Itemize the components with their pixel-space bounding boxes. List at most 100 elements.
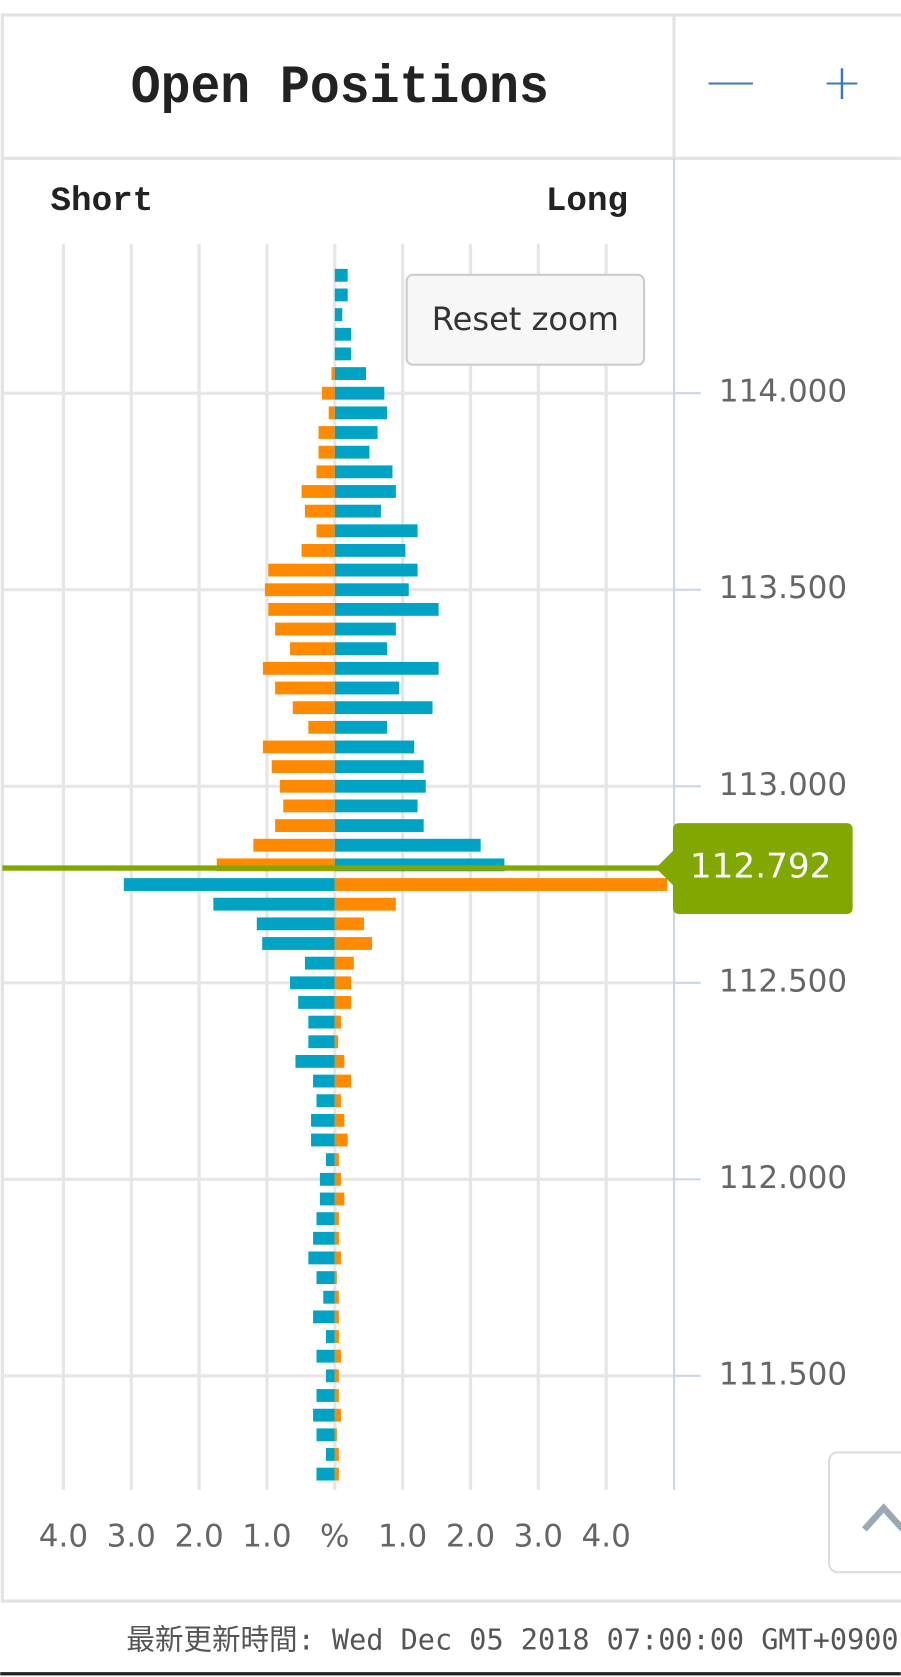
bar xyxy=(334,937,373,950)
bar xyxy=(313,1074,335,1088)
bar xyxy=(334,897,396,911)
bar xyxy=(334,563,418,577)
bar xyxy=(334,602,439,616)
bar xyxy=(316,524,335,538)
bar xyxy=(334,406,388,420)
bar xyxy=(334,799,418,813)
bar xyxy=(334,426,378,439)
bar xyxy=(334,1389,339,1402)
bar xyxy=(292,701,335,715)
bar xyxy=(334,779,426,793)
bar xyxy=(334,544,406,557)
bar xyxy=(334,1192,345,1206)
bar xyxy=(304,504,335,518)
bar xyxy=(311,1133,335,1147)
current-price-tag xyxy=(655,823,853,915)
bar xyxy=(334,661,439,675)
bar xyxy=(298,996,335,1009)
bar xyxy=(334,838,481,852)
bar xyxy=(334,1448,339,1461)
bar xyxy=(325,1369,335,1383)
x-tick-label: 4.0 xyxy=(39,1518,88,1554)
bar xyxy=(256,917,335,931)
bar xyxy=(334,917,364,931)
bar xyxy=(334,1330,339,1343)
bar xyxy=(334,740,415,754)
bar xyxy=(334,956,354,970)
bar xyxy=(334,1074,352,1088)
bar xyxy=(308,1251,335,1265)
bar xyxy=(334,976,352,990)
bar xyxy=(334,1251,341,1265)
scroll-top-box[interactable] xyxy=(828,1451,901,1574)
bar xyxy=(321,386,335,400)
bar xyxy=(334,878,668,891)
reset-zoom-text[interactable]: Reset zoom xyxy=(432,300,619,338)
bar xyxy=(334,583,409,597)
bar xyxy=(275,681,335,695)
bar xyxy=(325,1330,335,1343)
bar xyxy=(334,819,424,832)
bar xyxy=(271,760,335,774)
y-tick-label: 113.000 xyxy=(719,767,847,803)
y-tick-label: 114.000 xyxy=(719,374,847,410)
bar xyxy=(308,1035,335,1049)
bar xyxy=(316,1271,335,1285)
bar xyxy=(316,1389,335,1402)
bar xyxy=(334,1054,345,1068)
bar xyxy=(279,779,335,793)
bar xyxy=(268,563,335,577)
bar xyxy=(334,622,396,636)
bar xyxy=(275,819,335,832)
bar xyxy=(334,288,348,302)
bar xyxy=(334,1172,341,1186)
chevron-icon[interactable] xyxy=(862,1503,901,1532)
bar xyxy=(334,720,388,734)
bar xyxy=(334,1290,339,1304)
bar xyxy=(334,347,352,361)
bar xyxy=(313,1231,335,1245)
x-tick-label: 1.0 xyxy=(378,1518,427,1554)
bar xyxy=(268,602,335,616)
zoom-out-button[interactable]: — xyxy=(706,51,755,109)
bar xyxy=(334,386,385,400)
bar xyxy=(334,701,433,715)
bar xyxy=(123,878,335,891)
bar xyxy=(262,740,335,754)
bar xyxy=(334,1271,337,1285)
bar xyxy=(318,426,335,439)
bar xyxy=(283,799,335,813)
bar xyxy=(262,661,335,675)
bar xyxy=(334,1212,339,1226)
bar xyxy=(325,1448,335,1461)
reset-zoom-button[interactable]: Reset zoom xyxy=(405,273,646,366)
bar xyxy=(301,485,335,498)
bar xyxy=(334,1467,339,1481)
reset-zoom-box[interactable] xyxy=(405,273,646,366)
bar xyxy=(334,1153,339,1167)
bar xyxy=(328,406,335,420)
bar xyxy=(323,1290,335,1304)
x-tick-label: 3.0 xyxy=(514,1518,563,1554)
bar xyxy=(334,308,343,322)
bar xyxy=(334,1133,348,1147)
scroll-top-button[interactable] xyxy=(828,1451,901,1574)
bar xyxy=(325,1153,335,1167)
bar xyxy=(316,1428,335,1442)
bar xyxy=(334,1369,339,1383)
bar xyxy=(316,1349,335,1363)
bar xyxy=(316,1094,335,1108)
bar xyxy=(313,1408,335,1422)
bar xyxy=(290,976,335,990)
bar xyxy=(334,760,424,774)
zoom-in-button[interactable]: + xyxy=(821,53,862,111)
bar xyxy=(334,504,381,518)
bar xyxy=(334,681,400,695)
x-tick-label: 2.0 xyxy=(446,1518,495,1554)
bar xyxy=(275,622,335,636)
bar xyxy=(334,1310,339,1324)
y-tick-label: 111.500 xyxy=(719,1356,847,1392)
bar xyxy=(264,583,335,597)
bar xyxy=(308,720,335,734)
